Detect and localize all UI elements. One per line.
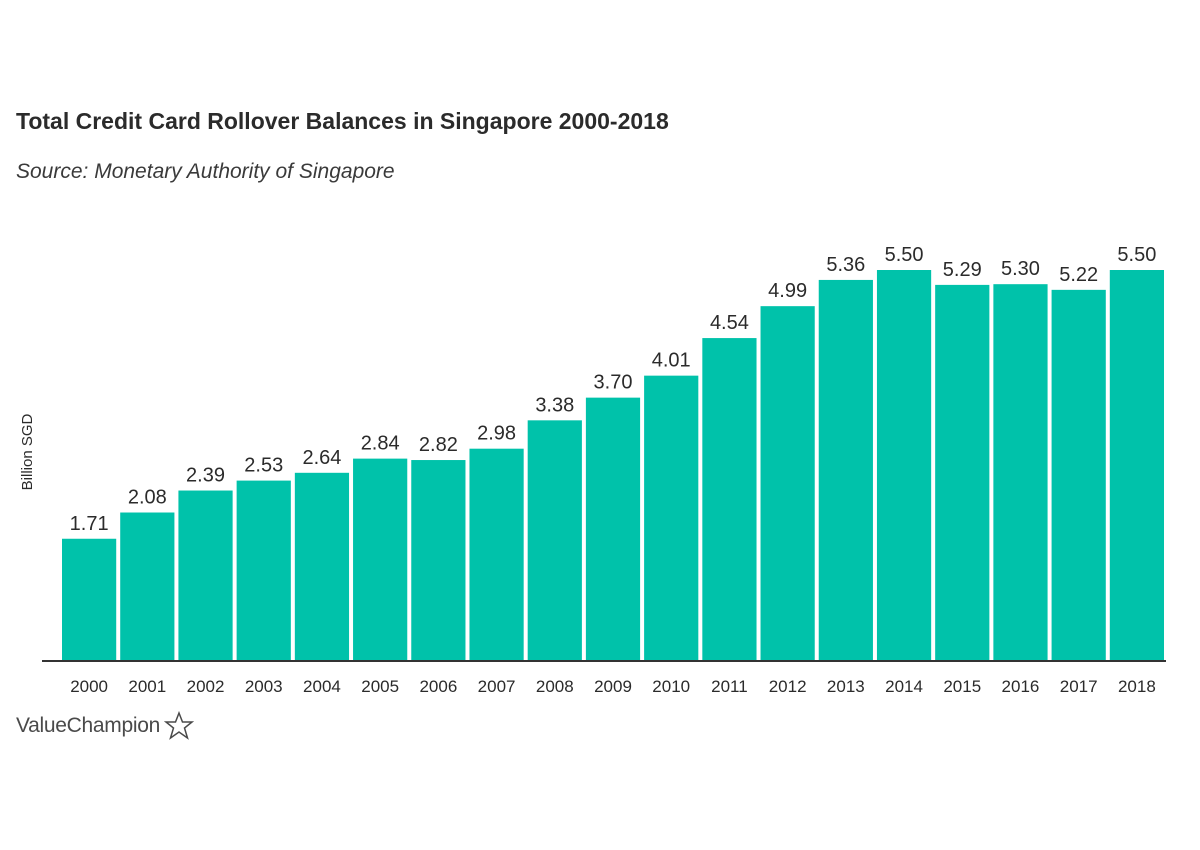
star-outline-icon [163, 710, 195, 741]
bar-2014 [876, 270, 932, 660]
x-tick-label-2016: 2016 [1002, 677, 1040, 696]
chart-title: Total Credit Card Rollover Balances in S… [16, 108, 669, 134]
value-label-2018: 5.50 [1117, 244, 1156, 266]
value-label-2005: 2.84 [361, 433, 400, 455]
value-label-2012: 4.99 [768, 280, 807, 302]
value-label-2003: 2.53 [244, 455, 283, 477]
value-label-2014: 5.50 [885, 244, 924, 266]
bar-2003 [236, 480, 291, 660]
x-tick-label-2008: 2008 [536, 677, 574, 696]
bar-2010 [644, 375, 699, 660]
value-label-2002: 2.39 [186, 465, 225, 487]
x-tick-label-2014: 2014 [885, 677, 923, 696]
value-label-2009: 3.70 [594, 372, 633, 394]
value-label-2001: 2.08 [128, 487, 167, 509]
x-tick-label-2010: 2010 [652, 677, 690, 696]
value-label-2011: 4.54 [710, 312, 749, 334]
bar-2002 [178, 490, 233, 660]
x-tick-label-2005: 2005 [361, 677, 399, 696]
x-tick-label-2004: 2004 [303, 677, 341, 696]
bar-2004 [294, 472, 350, 660]
value-label-2000: 1.71 [70, 513, 109, 535]
brand-logo: ValueChampion [16, 706, 195, 746]
bar-2007 [469, 448, 524, 660]
x-tick-label-2001: 2001 [128, 677, 166, 696]
x-tick-label-2013: 2013 [827, 677, 865, 696]
x-tick-label-2003: 2003 [245, 677, 283, 696]
bar-2000 [62, 538, 117, 660]
x-tick-labels-layer: 2000 2001 2002 2003 2004 2005 2006 2007 2008 2009… [70, 677, 1156, 696]
bars-layer [62, 270, 1164, 660]
bar-2005 [353, 458, 408, 660]
value-label-2004: 2.64 [302, 447, 341, 469]
x-tick-label-2002: 2002 [187, 677, 225, 696]
bar-2013 [818, 279, 873, 660]
y-axis-label: Billion SGD [19, 413, 36, 490]
bar-2017 [1051, 289, 1106, 660]
chart-subtitle: Source: Monetary Authority of Singapore [16, 160, 395, 183]
bar-2018 [1109, 270, 1164, 660]
bar-2015 [935, 284, 990, 660]
x-tick-label-2009: 2009 [594, 677, 632, 696]
x-tick-label-2017: 2017 [1060, 677, 1098, 696]
value-label-2007: 2.98 [477, 423, 516, 445]
bar-2012 [760, 306, 815, 660]
value-label-2010: 4.01 [652, 350, 691, 372]
value-label-2017: 5.22 [1059, 264, 1098, 286]
value-labels-layer: 1.71 2.08 2.39 2.53 2.64 2.84 2.82 2.98 3.38 3.70… [70, 244, 1157, 535]
value-label-2006: 2.82 [419, 434, 458, 456]
bar-2011 [702, 338, 757, 660]
bar-2009 [585, 397, 641, 660]
value-label-2016: 5.30 [1001, 258, 1040, 280]
x-tick-label-2007: 2007 [478, 677, 516, 696]
value-label-2008: 3.38 [535, 394, 574, 416]
x-tick-label-2006: 2006 [419, 677, 457, 696]
x-tick-label-2018: 2018 [1118, 677, 1156, 696]
x-tick-label-2000: 2000 [70, 677, 108, 696]
x-tick-label-2015: 2015 [943, 677, 981, 696]
x-tick-label-2012: 2012 [769, 677, 807, 696]
value-label-2015: 5.29 [943, 259, 982, 281]
bar-2008 [527, 420, 582, 660]
brand-name: ValueChampion [16, 714, 160, 737]
x-tick-label-2011: 2011 [711, 677, 748, 696]
bar-2016 [993, 284, 1048, 660]
value-label-2013: 5.36 [826, 254, 865, 276]
bar-2006 [411, 460, 466, 660]
bar-2001 [120, 512, 175, 660]
